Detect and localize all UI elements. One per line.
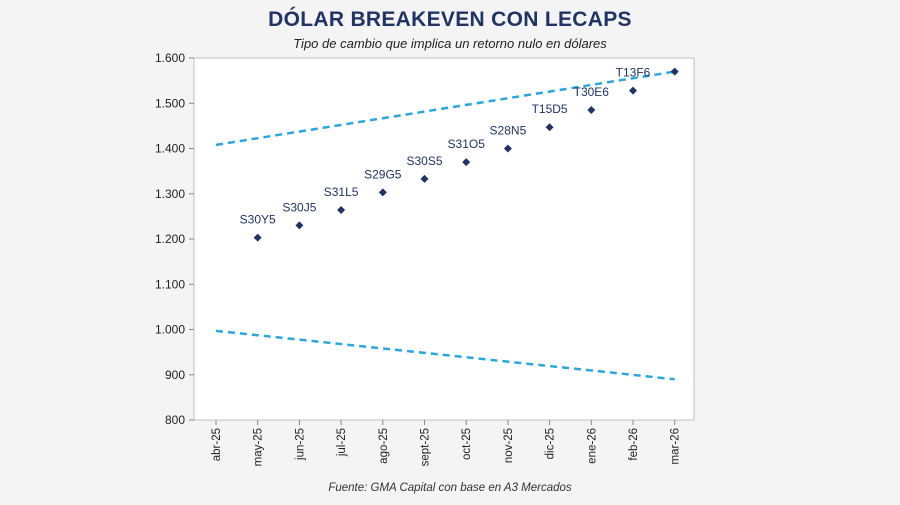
data-point: [545, 123, 554, 132]
data-point: [295, 221, 304, 230]
upper-band-line: [215, 70, 675, 147]
data-point: [253, 233, 262, 242]
point-label: S30J5: [282, 200, 316, 214]
x-tick-label: jul-25: [336, 428, 348, 457]
data-point: [670, 67, 679, 76]
data-point: [378, 188, 387, 197]
data-point: [337, 206, 346, 215]
y-tick-label: 1.500: [155, 96, 185, 110]
point-label: T13F6: [616, 66, 651, 80]
data-point: [587, 106, 596, 115]
x-tick-label: ago-25: [378, 428, 390, 464]
data-point: [462, 158, 471, 167]
x-tick-label: mar-26: [670, 428, 682, 464]
data-point: [629, 86, 637, 95]
y-tick-label: 1.200: [155, 232, 185, 246]
point-label: T30E6: [574, 85, 610, 99]
point-label: T15D5: [532, 102, 568, 116]
x-tick-label: ene-26: [586, 428, 598, 464]
data-point: [420, 174, 429, 183]
data-point: [503, 144, 512, 153]
band-lines: [215, 70, 675, 381]
x-tick-label: nov-25: [503, 428, 515, 463]
y-tick-label: 1.300: [155, 187, 185, 201]
x-tick-label: sept-25: [420, 428, 432, 466]
point-label: S29G5: [364, 167, 402, 181]
x-tick-label: jun-25: [294, 428, 306, 461]
y-tick-label: 1.000: [155, 323, 185, 337]
point-label: S31O5: [448, 137, 486, 151]
point-label: S30S5: [406, 154, 442, 168]
y-axis-ticks: 800 900 1.000 1.100 1.200 1.300 1.400 1.500 1.60…: [155, 51, 194, 427]
y-tick-label: 900: [165, 368, 185, 382]
x-tick-label: oct-25: [461, 428, 473, 460]
point-labels: S30Y5 S30J5 S31L5 S29G5 S30S5 S31O5 S28N5 T15D5…: [240, 66, 651, 227]
chart-subtitle: Tipo de cambio que implica un retorno nu…: [293, 36, 607, 51]
point-label: S28N5: [490, 124, 527, 138]
chart-title: DÓLAR BREAKEVEN CON LECAPS: [268, 8, 632, 31]
x-axis-ticks: abr-25 may-25 jun-25 jul-25 ago-25 sept-25 oct…: [211, 420, 682, 466]
source-note: Fuente: GMA Capital con base en A3 Merca…: [328, 482, 572, 494]
point-label: S30Y5: [240, 213, 276, 227]
y-tick-label: 800: [165, 413, 185, 427]
point-label: S31L5: [324, 185, 359, 199]
plot-area: [193, 57, 695, 421]
x-tick-label: dic-25: [545, 428, 557, 459]
y-tick-label: 1.100: [155, 277, 185, 291]
lower-band-line: [215, 329, 675, 381]
data-points: [253, 67, 679, 242]
x-tick-label: abr-25: [211, 428, 223, 461]
y-tick-label: 1.400: [155, 142, 185, 156]
x-tick-label: may-25: [253, 428, 265, 466]
y-tick-label: 1.600: [155, 51, 185, 65]
x-tick-label: feb-26: [628, 428, 640, 461]
